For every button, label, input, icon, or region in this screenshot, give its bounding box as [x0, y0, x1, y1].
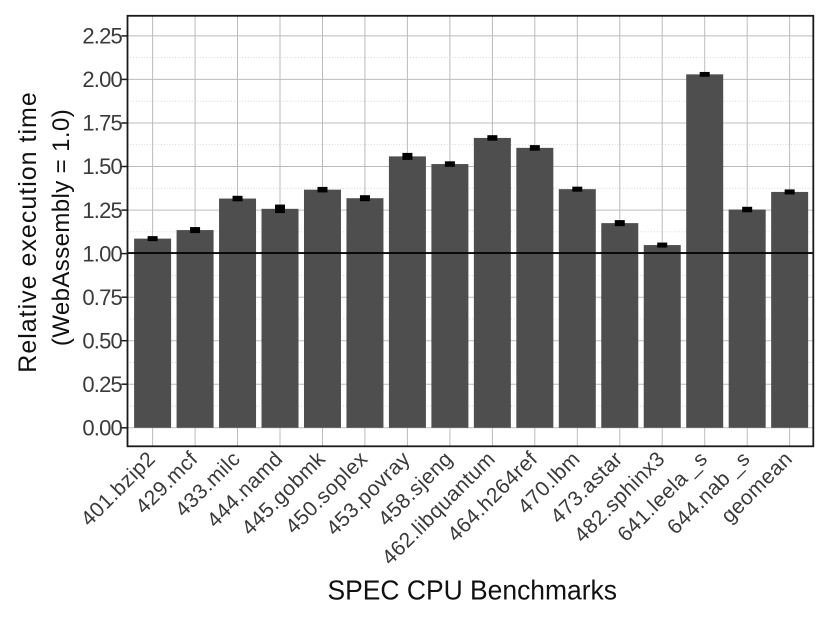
svg-text:0.25: 0.25 [82, 372, 122, 397]
svg-text:2.25: 2.25 [82, 24, 122, 49]
svg-text:0.50: 0.50 [82, 328, 122, 353]
svg-text:1.50: 1.50 [82, 154, 122, 179]
svg-text:1.75: 1.75 [82, 111, 122, 136]
svg-text:(WebAssembly = 1.0): (WebAssembly = 1.0) [48, 109, 75, 346]
svg-text:Relative execution time: Relative execution time [14, 91, 42, 372]
svg-text:SPEC CPU Benchmarks: SPEC CPU Benchmarks [328, 575, 618, 606]
svg-text:0.00: 0.00 [82, 416, 122, 441]
svg-text:0.75: 0.75 [82, 285, 122, 310]
svg-text:2.00: 2.00 [82, 67, 122, 92]
svg-text:1.00: 1.00 [82, 241, 122, 266]
svg-text:1.25: 1.25 [82, 198, 122, 223]
